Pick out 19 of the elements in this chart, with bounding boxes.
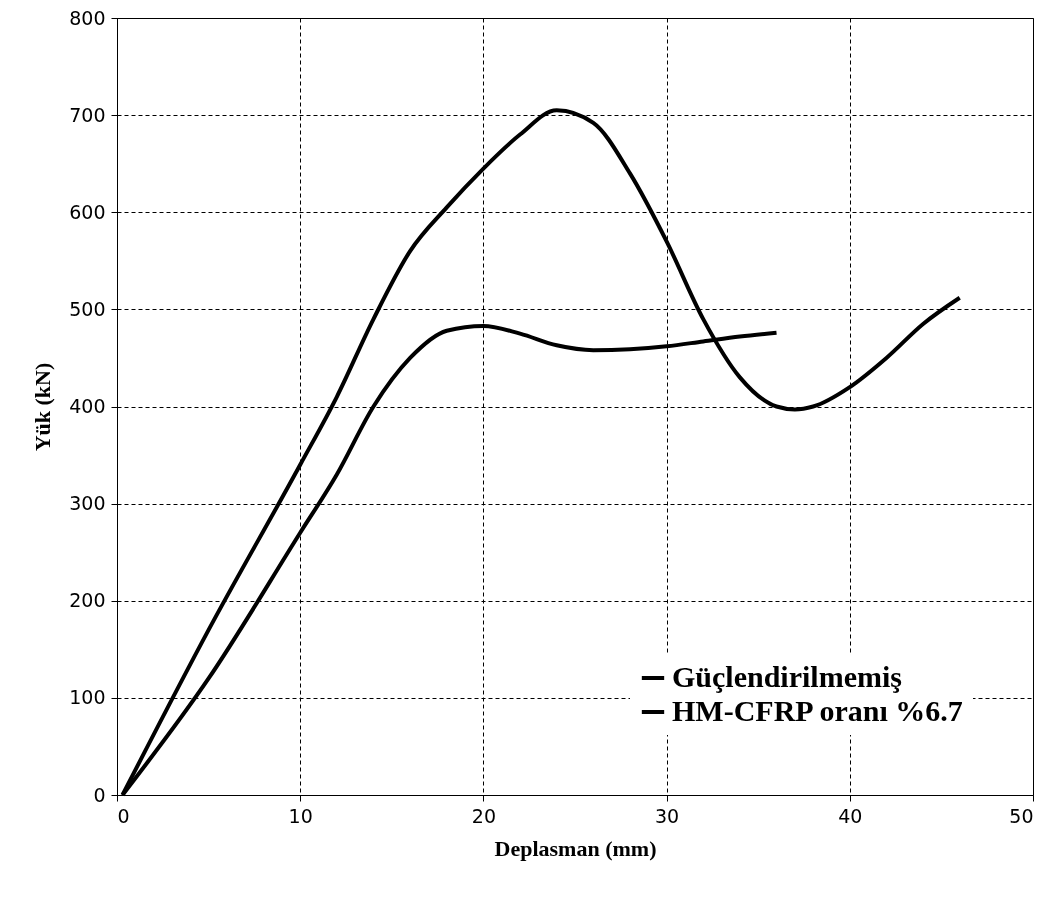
x-tick-label: 0 <box>117 804 130 827</box>
y-tick-label: 300 <box>69 492 106 515</box>
y-tick-label: 400 <box>69 395 106 417</box>
y-axis-title: Yük (kN) <box>30 362 56 452</box>
y-tick-label: 600 <box>69 200 106 223</box>
y-tick-label: 800 <box>69 6 106 29</box>
y-tick-label: 500 <box>69 297 106 320</box>
x-tick-label: 20 <box>471 804 496 827</box>
y-tick-label: 100 <box>69 686 106 709</box>
legend-label: HM-CFRP oranı %6.7 <box>672 694 963 727</box>
x-tick-label: 10 <box>288 804 313 827</box>
x-tick-label: 30 <box>655 804 680 827</box>
x-axis-title: Deplasman (mm) <box>494 835 657 861</box>
x-tick-label: 40 <box>838 804 863 827</box>
y-tick-label: 700 <box>69 103 106 126</box>
y-tick-label: 0 <box>93 783 106 806</box>
y-tick-label: 200 <box>69 589 106 612</box>
legend-label: Güçlendirilmemiş <box>672 660 902 693</box>
x-tick-label: 50 <box>1009 804 1034 827</box>
